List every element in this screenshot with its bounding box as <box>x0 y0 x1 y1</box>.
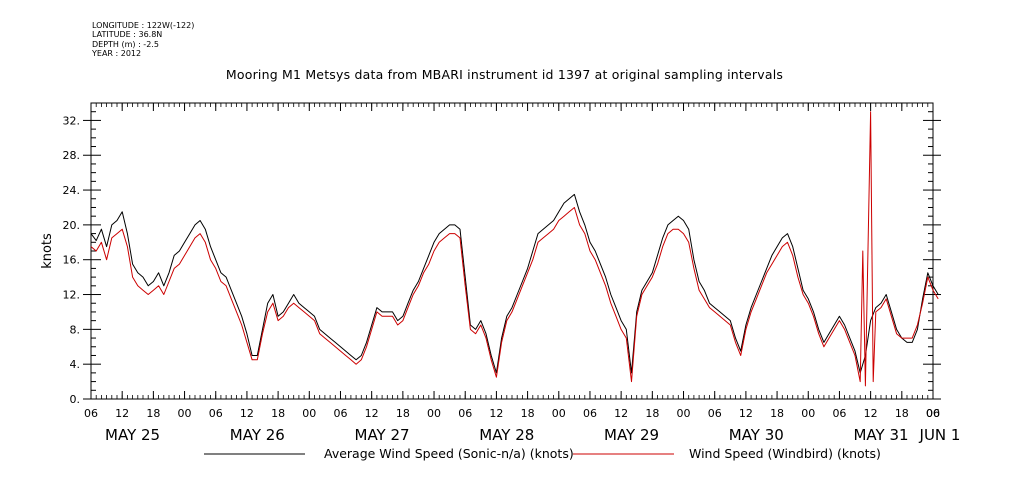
x-tick-label: 00 <box>801 407 815 420</box>
x-day-label: MAY 31 <box>853 426 908 444</box>
x-tick-label: 18 <box>895 407 909 420</box>
x-tick-label: 18 <box>146 407 160 420</box>
chart-title: Mooring M1 Metsys data from MBARI instru… <box>225 67 784 82</box>
x-tick-label: 12 <box>739 407 753 420</box>
x-tick-label: 18 <box>521 407 535 420</box>
x-tick-label: 06 <box>84 407 98 420</box>
x-tick-label: 06 <box>333 407 347 420</box>
x-tick-label: 18 <box>396 407 410 420</box>
x-tick-label: 06 <box>832 407 846 420</box>
x-day-label: MAY 26 <box>230 426 285 444</box>
y-tick-label: 32. <box>63 114 81 127</box>
x-day-label: MAY 28 <box>479 426 534 444</box>
x-tick-label: 12 <box>864 407 878 420</box>
y-tick-label: 0. <box>70 393 81 406</box>
x-tick-label: 00 <box>427 407 441 420</box>
x-tick-label: 18 <box>645 407 659 420</box>
x-tick-label: 12 <box>115 407 129 420</box>
x-tick-label: 18 <box>271 407 285 420</box>
x-day-label: MAY 27 <box>355 426 410 444</box>
x-tick-label: 12 <box>240 407 254 420</box>
plot-frame <box>90 102 934 400</box>
y-tick-label: 20. <box>63 219 81 232</box>
x-day-label: MAY 25 <box>105 426 160 444</box>
x-tick-label: 00 <box>552 407 566 420</box>
x-tick-label: 06 <box>708 407 722 420</box>
x-day-label: MAY 30 <box>729 426 784 444</box>
depth-text: DEPTH (m) : -2.5 <box>92 39 159 49</box>
y-tick-label: 4. <box>70 358 81 371</box>
y-tick-label: 28. <box>63 149 81 162</box>
x-tick-label: 06 <box>583 407 597 420</box>
x-tick-label: 12 <box>489 407 503 420</box>
x-tick-label: 06 <box>458 407 472 420</box>
x-tick-label: 12 <box>614 407 628 420</box>
y-tick-label: 12. <box>63 289 81 302</box>
latitude-text: LATITUDE : 36.8N <box>92 30 163 40</box>
x-minor-ticks <box>90 103 934 399</box>
x-tick-label: 06 <box>209 407 223 420</box>
x-tick-label: 06 <box>926 407 940 420</box>
x-day-label: MAY 29 <box>604 426 659 444</box>
x-tick-label: 00 <box>677 407 691 420</box>
metadata-block: LONGITUDE : 122W(-122) LATITUDE : 36.8N … <box>92 21 194 59</box>
x-tick-label: 00 <box>302 407 316 420</box>
y-tick-label: 16. <box>63 254 81 267</box>
year-text: YEAR : 2012 <box>92 49 142 59</box>
y-tick-label: 8. <box>70 323 81 336</box>
y-tick-label: 24. <box>63 184 81 197</box>
x-tick-label: 00 <box>926 407 940 420</box>
x-day-label: JUN 1 <box>919 426 961 444</box>
x-tick-label: 00 <box>178 407 192 420</box>
series-line-windbird <box>90 111 939 387</box>
legend-black-label: Average Wind Speed (Sonic-n/a) (knots) <box>324 446 574 461</box>
legend-red-label: Wind Speed (Windbird) (knots) <box>689 446 881 461</box>
x-tick-label: 12 <box>365 407 379 420</box>
y-axis-label: knots <box>40 233 55 269</box>
series-line-average-wind-speed <box>90 193 939 374</box>
longitude-text: LONGITUDE : 122W(-122) <box>92 21 195 30</box>
x-tick-label: 18 <box>770 407 784 420</box>
